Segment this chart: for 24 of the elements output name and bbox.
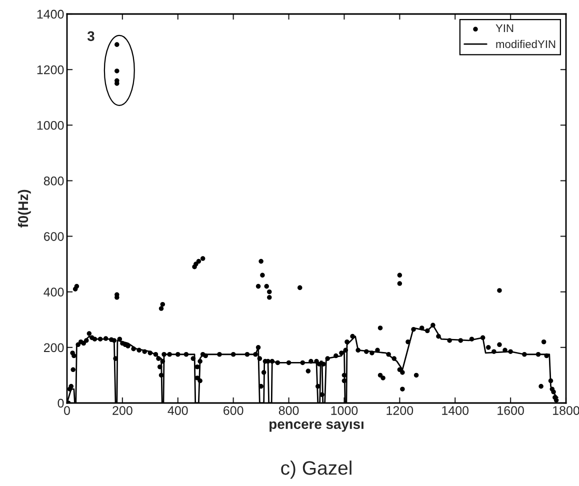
legend-label: modifiedYIN xyxy=(496,40,556,48)
y-tick-label: 0 xyxy=(58,398,64,408)
y-tick-label: 800 xyxy=(44,176,64,186)
y-axis-title: f0(Hz) xyxy=(18,190,31,228)
y-tick-label: 1000 xyxy=(37,120,64,130)
x-tick-label: 1400 xyxy=(442,406,469,415)
x-tick-label: 1600 xyxy=(498,406,524,415)
x-tick-label: 200 xyxy=(112,406,132,415)
y-tick-label: 200 xyxy=(44,343,64,352)
y-tick-label: 1400 xyxy=(37,10,64,19)
x-tick-label: 400 xyxy=(168,406,188,415)
x-tick-label: 1000 xyxy=(331,406,358,415)
x-tick-label: 0 xyxy=(64,406,70,415)
x-tick-label: 1200 xyxy=(386,406,414,415)
x-tick-label: 800 xyxy=(278,406,299,415)
y-tick-label: 600 xyxy=(44,232,64,241)
annotation: 3 xyxy=(87,31,94,42)
y-tick-label: 1200 xyxy=(37,65,64,74)
x-tick-label: 600 xyxy=(224,406,244,415)
y-tick-label: 400 xyxy=(44,288,64,297)
x-axis-title: pencere sayısı xyxy=(270,421,364,432)
text: c) Gazel xyxy=(281,460,352,479)
legend-label: YIN xyxy=(496,24,514,32)
x-tick-label: 1800 xyxy=(553,406,579,415)
